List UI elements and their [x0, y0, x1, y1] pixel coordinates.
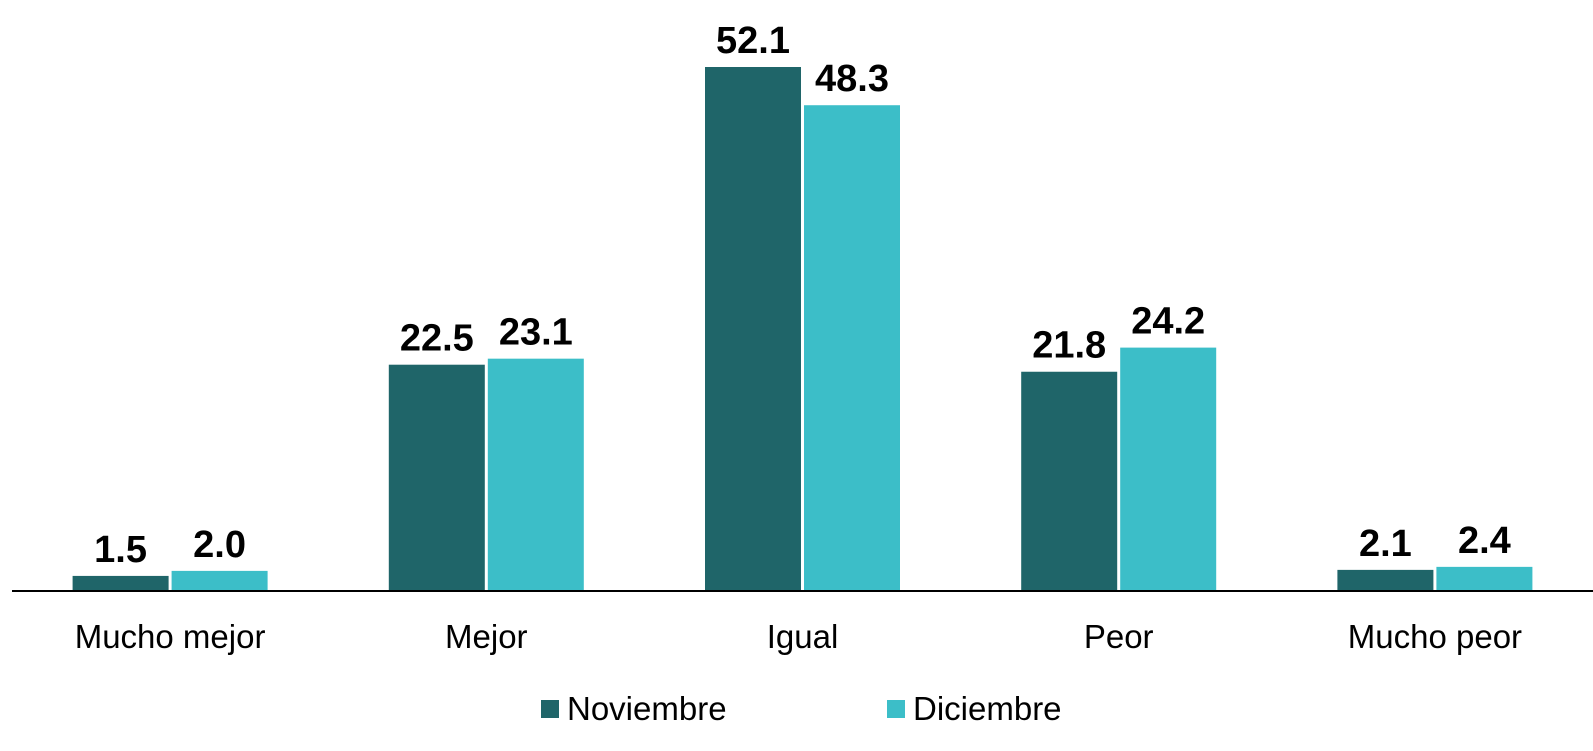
bar-noviembre-mejor — [388, 364, 485, 591]
value-label: 1.5 — [94, 529, 147, 571]
bars-layer — [72, 67, 1533, 591]
bar-diciembre-peor — [1120, 347, 1217, 591]
legend-label-diciembre: Diciembre — [913, 690, 1062, 727]
value-label: 2.4 — [1458, 520, 1511, 562]
value-label: 52.1 — [716, 20, 790, 62]
legend-swatch-diciembre — [887, 700, 905, 718]
value-label: 24.2 — [1131, 301, 1205, 343]
value-label: 22.5 — [400, 318, 474, 360]
bar-diciembre-igual — [804, 105, 900, 591]
bar-noviembre-peor — [1021, 371, 1118, 591]
value-label: 48.3 — [815, 58, 889, 100]
category-label: Mucho peor — [1348, 618, 1522, 655]
value-label: 2.1 — [1359, 523, 1412, 565]
value-label: 21.8 — [1032, 325, 1106, 367]
category-label: Mucho mejor — [75, 618, 266, 655]
bar-diciembre-mucho-mejor — [171, 570, 268, 591]
category-label: Peor — [1084, 618, 1154, 655]
bar-noviembre-igual — [705, 67, 801, 591]
category-label: Mejor — [445, 618, 528, 655]
legend-swatch-noviembre — [541, 700, 559, 718]
bar-noviembre-mucho-peor — [1337, 569, 1434, 591]
value-label: 2.0 — [193, 524, 246, 566]
bar-diciembre-mejor — [487, 358, 584, 591]
legend: Noviembre Diciembre — [541, 690, 1062, 727]
bar-noviembre-mucho-mejor — [72, 575, 169, 591]
category-label: Igual — [767, 618, 839, 655]
value-label: 23.1 — [499, 312, 573, 354]
value-labels-layer: 1.5 2.0 22.5 23.1 52.1 48.3 21.8 24.2 2.1 2.4 — [94, 20, 1511, 571]
legend-label-noviembre: Noviembre — [567, 690, 727, 727]
bar-diciembre-mucho-peor — [1436, 566, 1533, 591]
category-labels-layer: Mucho mejor Mejor Igual Peor Mucho peor — [75, 618, 1522, 655]
